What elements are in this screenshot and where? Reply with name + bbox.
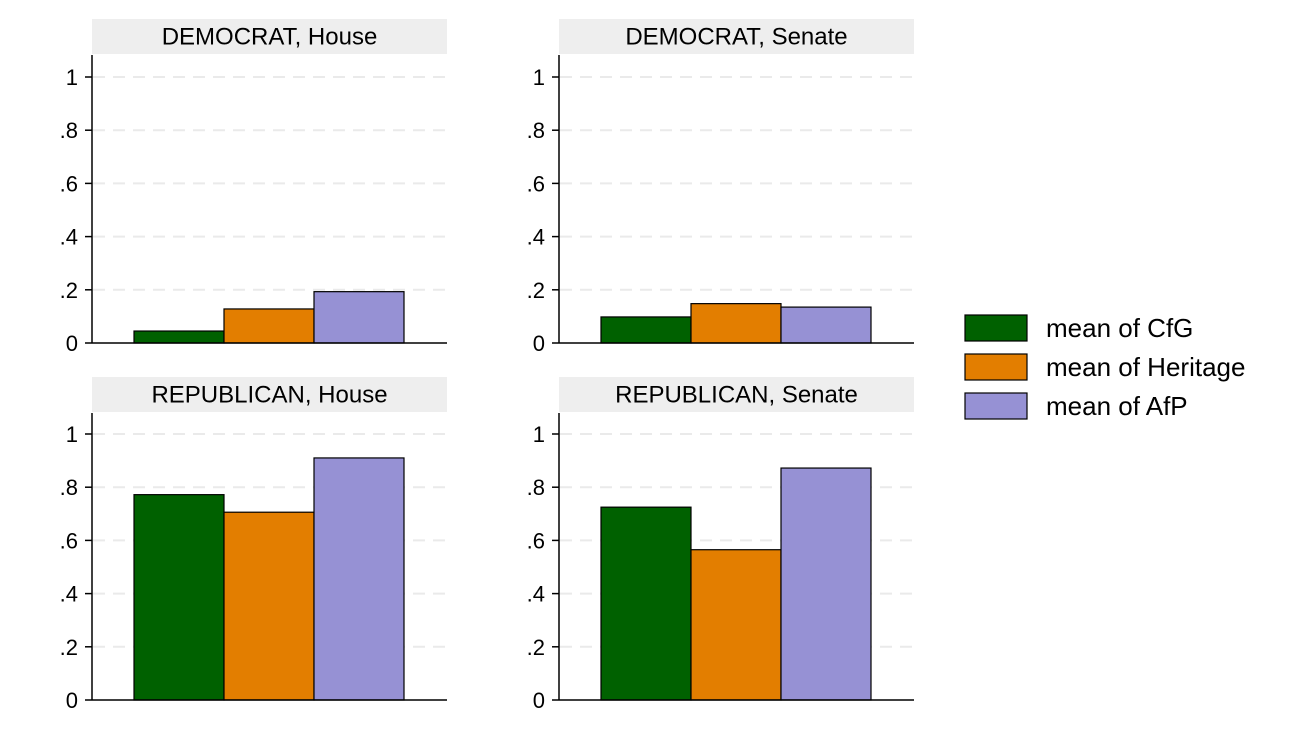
bar-democrat-house-cfg: [133, 330, 225, 344]
bar-republican-senate-heritage: [690, 549, 782, 701]
legend-label-cfg: mean of CfG: [1046, 313, 1193, 343]
bar-democrat-house-afp: [313, 291, 405, 344]
y-tick-label: .2: [60, 278, 78, 303]
y-tick-label: 1: [66, 65, 78, 90]
panel-title-democrat-senate: DEMOCRAT, Senate: [625, 24, 847, 51]
y-tick-label: .8: [527, 475, 545, 500]
panel-header-republican-house: [92, 377, 447, 412]
panel-title-democrat-house: DEMOCRAT, House: [162, 24, 378, 51]
bar-democrat-senate-cfg: [600, 316, 692, 344]
panel-header-democrat-house: [92, 19, 447, 54]
bar-democrat-senate-afp: [780, 306, 872, 344]
y-tick-label: .6: [60, 528, 78, 553]
bar-republican-house-afp: [313, 457, 405, 701]
bar-republican-house-cfg: [133, 494, 225, 701]
y-tick-label: .6: [527, 528, 545, 553]
y-tick-label: 0: [533, 688, 545, 713]
legend-swatch-cfg: [964, 314, 1028, 342]
bar-democrat-senate-heritage: [690, 303, 782, 344]
y-tick-label: .6: [527, 171, 545, 196]
legend-label-heritage: mean of Heritage: [1046, 352, 1245, 382]
y-tick-label: 0: [66, 688, 78, 713]
y-tick-label: .2: [527, 635, 545, 660]
bar-republican-senate-cfg: [600, 506, 692, 701]
y-tick-label: .8: [60, 118, 78, 143]
y-tick-label: .4: [527, 225, 545, 250]
panel-header-democrat-senate: [559, 19, 914, 54]
y-tick-label: 1: [533, 65, 545, 90]
panel-title-republican-house: REPUBLICAN, House: [151, 382, 387, 409]
y-tick-label: .8: [60, 475, 78, 500]
y-tick-label: .6: [60, 171, 78, 196]
y-tick-label: 0: [533, 331, 545, 356]
legend-label-afp: mean of AfP: [1046, 391, 1188, 421]
y-tick-label: .4: [60, 582, 78, 607]
y-tick-label: .4: [60, 225, 78, 250]
y-tick-label: .2: [527, 278, 545, 303]
panel-header-republican-senate: [559, 377, 914, 412]
y-tick-label: .2: [60, 635, 78, 660]
bar-republican-house-heritage: [223, 511, 315, 701]
y-tick-label: 1: [533, 422, 545, 447]
y-tick-label: .8: [527, 118, 545, 143]
bar-republican-senate-afp: [780, 467, 872, 701]
y-tick-label: 1: [66, 422, 78, 447]
y-tick-label: 0: [66, 331, 78, 356]
panel-title-republican-senate: REPUBLICAN, Senate: [615, 382, 858, 409]
bar-democrat-house-heritage: [223, 308, 315, 344]
y-tick-label: .4: [527, 582, 545, 607]
legend-swatch-afp: [964, 392, 1028, 420]
legend-swatch-heritage: [964, 353, 1028, 381]
